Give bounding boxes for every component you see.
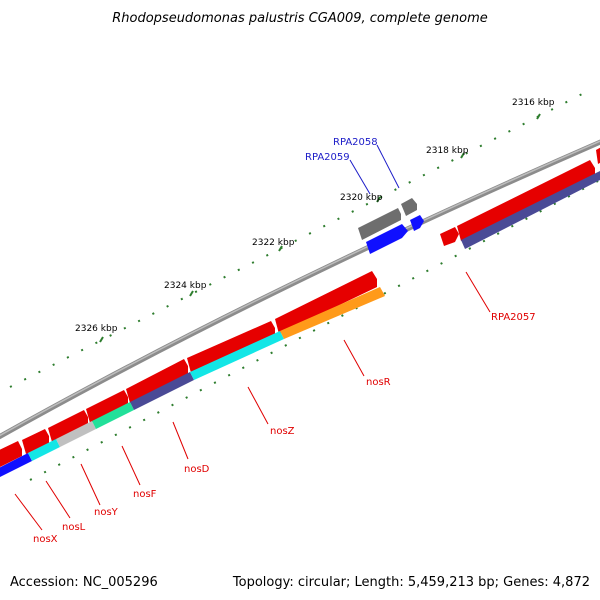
- label-rpa2059: RPA2059: [305, 152, 350, 163]
- label-rpa2057: RPA2057: [491, 312, 536, 323]
- label-nosZ: nosZ: [270, 426, 295, 437]
- forward-cds-track: [0, 147, 600, 467]
- cds-rpa2059: [366, 224, 408, 254]
- cds-arrow: [275, 271, 377, 334]
- label-leader: [349, 159, 371, 195]
- cog-segment: [0, 453, 32, 477]
- cds-arrow: [596, 147, 600, 164]
- label-rpa2058: RPA2058: [333, 137, 378, 148]
- label-nosX: nosX: [33, 534, 58, 545]
- cog-segment: [190, 331, 284, 380]
- cds-arrow: [126, 359, 188, 403]
- cds-arrow: [22, 429, 49, 454]
- cds-small: [401, 198, 417, 216]
- cog-segment: [92, 402, 134, 429]
- scale-label: 2326 kbp: [75, 324, 118, 334]
- cds-arrow: [187, 321, 275, 373]
- cds-arrow: [457, 160, 595, 241]
- scale-label: 2320 kbp: [340, 193, 383, 203]
- label-leader: [80, 463, 101, 506]
- cog-segment: [280, 287, 385, 339]
- gene-labels: RPA2058 RPA2059 RPA2057 nosR nosZ nosD n…: [14, 137, 536, 545]
- cog-segment: [28, 439, 60, 461]
- cog-segment: [56, 421, 96, 447]
- label-nosL: nosL: [62, 522, 86, 533]
- scale-major-tick: [536, 113, 541, 120]
- label-nosF: nosF: [133, 489, 157, 500]
- scale-major-tick: [376, 196, 381, 203]
- accession-text: Accession: NC_005296: [10, 575, 158, 590]
- label-nosY: nosY: [94, 507, 119, 518]
- scale-minor-ticks: [9, 89, 591, 388]
- map-title: Rhodopseudomonas palustris CGA009, compl…: [112, 11, 488, 26]
- label-leader: [45, 480, 71, 519]
- backbone: [0, 139, 600, 440]
- cds-arrow: [440, 227, 459, 246]
- genome-summary-text: Topology: circular; Length: 5,459,213 bp…: [232, 575, 590, 590]
- cds-arrow: [0, 441, 22, 467]
- scale-label: 2322 kbp: [252, 238, 295, 248]
- label-leader: [376, 144, 400, 189]
- cog-segment: [461, 171, 600, 249]
- label-leader: [247, 386, 269, 425]
- cds-small-blue: [410, 215, 424, 231]
- scale-major-tick: [99, 336, 104, 343]
- cog-track: [0, 171, 600, 477]
- cog-segment: [130, 372, 194, 410]
- scale-ring: 2316 kbp 2318 kbp 2320 kbp 2322 kbp 2324…: [9, 89, 600, 481]
- label-nosD: nosD: [184, 464, 210, 475]
- label-leader: [121, 445, 141, 486]
- label-leader: [465, 271, 491, 313]
- label-leader: [172, 421, 189, 460]
- scale-label: 2318 kbp: [426, 146, 469, 156]
- label-leader: [343, 339, 365, 377]
- scale-major-tick: [278, 245, 283, 252]
- scale-major-tick: [189, 290, 194, 297]
- label-leader: [14, 493, 43, 531]
- scale-label: 2316 kbp: [512, 98, 555, 108]
- label-nosR: nosR: [366, 377, 391, 388]
- cds-arrow: [48, 410, 88, 442]
- cds-rpa2058: [358, 208, 401, 240]
- reverse-cds-track: [358, 198, 424, 254]
- cds-arrow: [86, 390, 128, 423]
- scale-label: 2324 kbp: [164, 281, 207, 291]
- scale-major-tick: [460, 152, 465, 159]
